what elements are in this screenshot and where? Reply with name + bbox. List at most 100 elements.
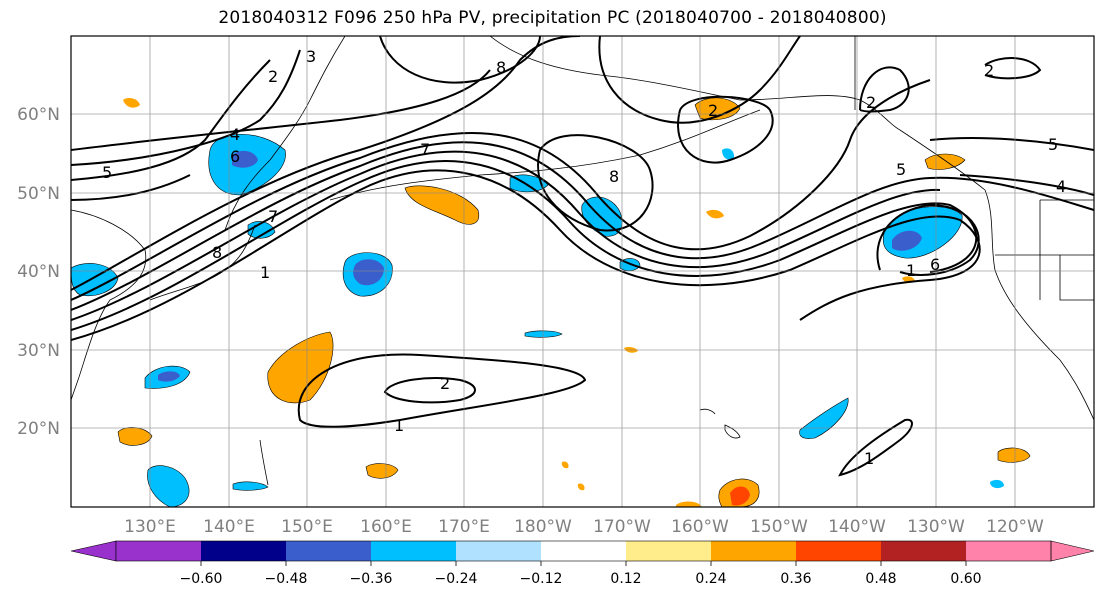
north-america-coast <box>899 129 1094 421</box>
positive-anomaly-region <box>404 185 480 225</box>
lat-axis-labels: 60°N 50°N 40°N 30°N 20°N <box>17 105 60 439</box>
pv-contour-15 <box>859 66 910 113</box>
pv-contour-9 <box>71 59 271 181</box>
pv-contour-11 <box>379 36 541 84</box>
contour-label: 7 <box>420 140 430 159</box>
colorbar-tick-labels: −0.60 −0.48 −0.36 −0.24 −0.12 0.12 0.24 … <box>180 571 982 587</box>
colorbar-bin <box>201 541 286 561</box>
lat-label-30n: 30°N <box>17 341 60 361</box>
lat-label-40n: 40°N <box>17 262 60 282</box>
lon-label-170w: 170°W <box>593 517 651 537</box>
lon-label-130w: 130°W <box>907 517 965 537</box>
contour-label: 4 <box>230 125 240 144</box>
map-title: 2018040312 F096 250 hPa PV, precipitatio… <box>218 8 887 28</box>
alaska-coast <box>489 36 901 131</box>
colorbar-bin <box>286 541 371 561</box>
pv-contours <box>71 36 1094 477</box>
colorbar-tick-label: 0.12 <box>610 571 641 587</box>
pv-contour-22 <box>876 203 980 276</box>
contour-label: 8 <box>496 58 506 77</box>
colorbar-tick-label: 0.48 <box>865 571 896 587</box>
contour-label: 1 <box>906 261 916 280</box>
positive-anomaly-region <box>706 209 724 219</box>
lon-axis-labels: 130°E 140°E 150°E 160°E 170°E 180°W 170°… <box>124 517 1044 537</box>
lon-label-170e: 170°E <box>438 517 490 537</box>
colorbar-bin <box>796 541 881 561</box>
colorbar-tick-label: −0.12 <box>520 571 563 587</box>
lat-label-20n: 20°N <box>17 419 60 439</box>
contour-label: 1 <box>260 263 270 282</box>
contour-label: 8 <box>212 243 222 262</box>
pv-contour-21 <box>838 418 913 477</box>
pv-contour-6 <box>71 36 581 291</box>
negative-anomaly-region <box>524 330 563 338</box>
negative-anomaly-region <box>232 481 269 491</box>
lon-label-160e: 160°E <box>360 517 412 537</box>
pv-contour-13 <box>537 134 654 232</box>
negative-anomaly-core <box>232 150 258 168</box>
map-border <box>70 35 1095 508</box>
pv-contour-19 <box>297 353 587 428</box>
positive-anomaly-region <box>561 461 569 469</box>
pv-contour-17 <box>959 174 1094 196</box>
contour-label: 6 <box>230 147 240 166</box>
colorbar-bin <box>711 541 796 561</box>
colorbar-tick-label: −0.60 <box>180 571 223 587</box>
lon-label-160w: 160°W <box>671 517 729 537</box>
lon-label-120w: 120°W <box>986 517 1044 537</box>
colorbar-tick-label: −0.36 <box>350 571 393 587</box>
lat-label-60n: 60°N <box>17 105 60 125</box>
contour-label: 4 <box>1056 177 1066 196</box>
lon-label-130e: 130°E <box>124 517 176 537</box>
lon-label-150w: 150°W <box>750 517 808 537</box>
kamchatka-coast <box>224 36 346 231</box>
contour-label: 2 <box>866 93 876 112</box>
contour-label: 5 <box>102 163 112 182</box>
map-panel <box>71 36 1094 507</box>
colorbar-bin <box>966 541 1051 561</box>
pv-contour-1 <box>71 169 981 341</box>
positive-anomaly-core <box>730 486 750 506</box>
pv-contour-20 <box>383 377 476 404</box>
pv-contour-2 <box>71 160 978 331</box>
pv-contour-18 <box>984 57 1042 80</box>
asia-coast <box>71 209 147 401</box>
positive-anomaly-region <box>577 483 585 491</box>
colorbar-bin <box>371 541 456 561</box>
island-chain <box>259 439 269 486</box>
contour-label: 1 <box>864 449 874 468</box>
contour-label: 2 <box>440 374 450 393</box>
negative-anomaly-core <box>892 230 922 251</box>
pv-contour-4 <box>71 141 1094 311</box>
colorbar-tick-label: 0.36 <box>780 571 811 587</box>
contour-label: 2 <box>708 101 718 120</box>
contour-labels: 2 3 8 5 4 6 7 8 1 7 8 2 2 5 5 4 1 6 2 1 … <box>102 47 1066 468</box>
lat-label-50n: 50°N <box>17 184 60 204</box>
positive-anomaly-region <box>676 501 702 507</box>
colorbar-bin <box>116 541 201 561</box>
contour-label: 2 <box>984 61 994 80</box>
contour-label: 2 <box>268 67 278 86</box>
colorbar-bin <box>456 541 541 561</box>
colorbar-tick-label: 0.24 <box>695 571 726 587</box>
colorbar: −0.60 −0.48 −0.36 −0.24 −0.12 0.12 0.24 … <box>70 540 1095 587</box>
colorbar-under-extension <box>70 540 117 562</box>
colorbar-bin <box>881 541 966 561</box>
positive-anomaly-region <box>997 447 1031 463</box>
negative-anomaly-core <box>158 371 180 382</box>
pv-contour-12 <box>598 36 801 124</box>
colorbar-frame <box>115 540 1052 562</box>
lon-label-180w: 180°W <box>514 517 572 537</box>
contour-label: 7 <box>268 207 278 226</box>
positive-anomaly-region <box>123 97 140 108</box>
contour-label: 3 <box>306 47 316 66</box>
colorbar-tick-label: 0.60 <box>950 571 981 587</box>
pv-contour-3 <box>71 150 941 321</box>
colorbar-ticks <box>200 561 967 566</box>
negative-anomaly-region <box>147 465 190 507</box>
negative-anomaly-region <box>990 479 1004 489</box>
contour-label: 5 <box>1048 135 1058 154</box>
pv-contour-16 <box>929 137 1094 151</box>
pv-contour-5 <box>71 79 931 301</box>
negative-anomaly-region <box>722 148 735 160</box>
